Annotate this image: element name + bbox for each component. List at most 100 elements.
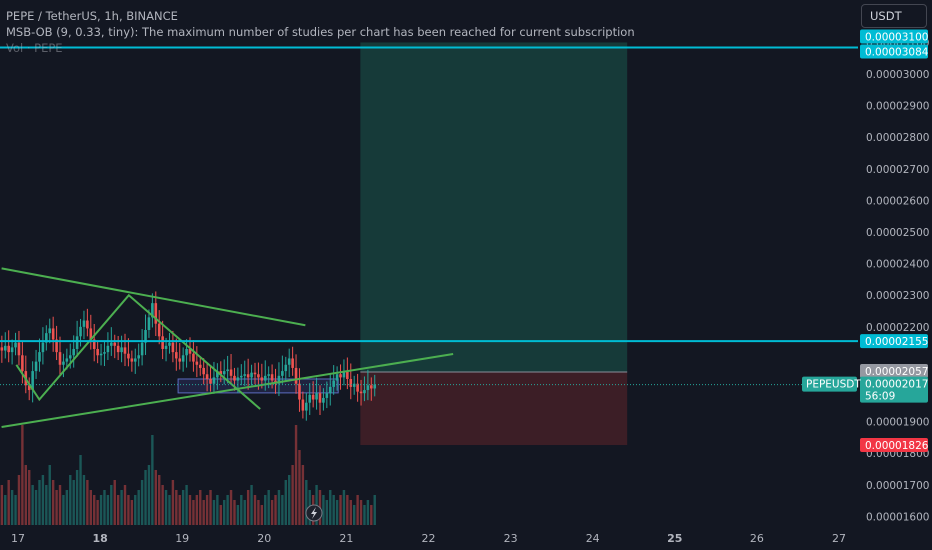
candle-body: [72, 348, 75, 356]
candle-body: [137, 355, 140, 359]
volume-bar: [151, 435, 154, 525]
volume-bar: [96, 500, 99, 525]
candle-body: [127, 353, 130, 359]
volume-bar: [270, 500, 274, 525]
candle-body: [110, 342, 113, 346]
volume-bar: [212, 500, 216, 525]
volume-bar: [335, 500, 339, 525]
volume-bar: [21, 425, 24, 525]
volume-bar: [79, 455, 82, 525]
candle-body: [181, 355, 185, 362]
candle-body: [205, 374, 209, 379]
time-axis: [0, 525, 858, 550]
candle-body: [192, 353, 195, 362]
volume-bar: [240, 495, 243, 525]
candle-body: [133, 358, 137, 362]
candle-body: [370, 385, 373, 389]
candle-body: [212, 377, 216, 384]
volume-bar: [106, 495, 110, 525]
candle-body: [41, 342, 45, 353]
volume-bar: [34, 490, 38, 525]
candle-body: [342, 371, 346, 378]
price-tag-label: 0.00001826: [865, 440, 929, 452]
volume-bar: [305, 480, 308, 525]
candle-body: [51, 328, 55, 340]
candle-body: [3, 345, 7, 351]
volume-bar: [370, 505, 373, 525]
time-tick-label: 24: [586, 532, 600, 545]
volume-bar: [229, 490, 233, 525]
price-tag: [860, 438, 928, 453]
candle-body: [216, 371, 219, 378]
volume-bar: [356, 495, 359, 525]
candle-body: [89, 328, 93, 340]
volume-bar: [14, 495, 17, 525]
candle-body: [301, 399, 305, 411]
volume-bar: [257, 500, 260, 525]
volume-bar: [0, 485, 4, 525]
candle-body: [188, 348, 192, 354]
candle-body: [38, 352, 41, 362]
candle-body: [116, 345, 120, 353]
time-tick-label: 22: [422, 532, 436, 545]
volume-bar: [209, 490, 212, 525]
currency-button[interactable]: USDT: [861, 4, 927, 28]
volume-bar: [62, 495, 65, 525]
volume-bar: [86, 480, 89, 525]
volume-bar: [103, 490, 106, 525]
volume-bar: [192, 500, 195, 525]
time-tick-label: 23: [504, 532, 518, 545]
volume-bar: [366, 500, 370, 525]
trendline-1: [1, 267, 306, 327]
volume-bar: [48, 465, 51, 525]
volume-bar: [342, 490, 346, 525]
time-tick-label: 17: [11, 532, 25, 545]
volume-bar: [352, 505, 356, 525]
volume-bar: [205, 495, 209, 525]
volume-bar: [144, 470, 147, 525]
candle-body: [151, 303, 154, 318]
volume-bar: [195, 495, 199, 525]
volume-legend: Vol · PEPE: [6, 41, 63, 55]
candle-body: [260, 377, 264, 381]
candle-body: [7, 345, 10, 353]
volume-bar: [363, 505, 366, 525]
price-tag: [860, 44, 928, 59]
volume-bar: [181, 490, 185, 525]
candle-body: [154, 303, 158, 324]
time-tick-label: 20: [257, 532, 271, 545]
candle-body: [356, 383, 359, 392]
volume-bar: [233, 500, 236, 525]
price-tick-label: 0.00002400: [866, 259, 929, 271]
candle-body: [120, 347, 123, 353]
symbol-title: PEPE / TetherUS, 1h, BINANCE: [6, 9, 178, 23]
trendline-2: [1, 353, 454, 429]
volume-bar: [127, 495, 130, 525]
volume-bar: [246, 490, 250, 525]
candle-body: [164, 345, 168, 349]
volume-bar: [72, 480, 75, 525]
candle-body: [222, 371, 226, 375]
volume-bar: [253, 495, 257, 525]
volume-bar: [55, 490, 58, 525]
volume-bar: [45, 485, 48, 525]
volume-bar: [7, 480, 10, 525]
price-tick-label: 0.00002500: [866, 227, 929, 239]
candle-body: [86, 320, 89, 329]
candle-body: [14, 342, 17, 348]
volume-bar: [28, 470, 31, 525]
volume-bar: [99, 495, 103, 525]
volume-bar: [158, 475, 161, 525]
candle-body: [62, 361, 65, 365]
candle-body: [31, 371, 34, 391]
volume-bar: [288, 475, 291, 525]
volume-bar: [123, 485, 127, 525]
volume-bar: [298, 450, 301, 525]
price-tag-label: 0.00003100: [865, 31, 928, 43]
time-tick-label: 19: [175, 532, 189, 545]
candle-body: [298, 383, 301, 400]
price-tag-label: 0.00002155: [865, 336, 928, 348]
candle-body: [250, 372, 253, 378]
volume-bar: [154, 470, 157, 525]
